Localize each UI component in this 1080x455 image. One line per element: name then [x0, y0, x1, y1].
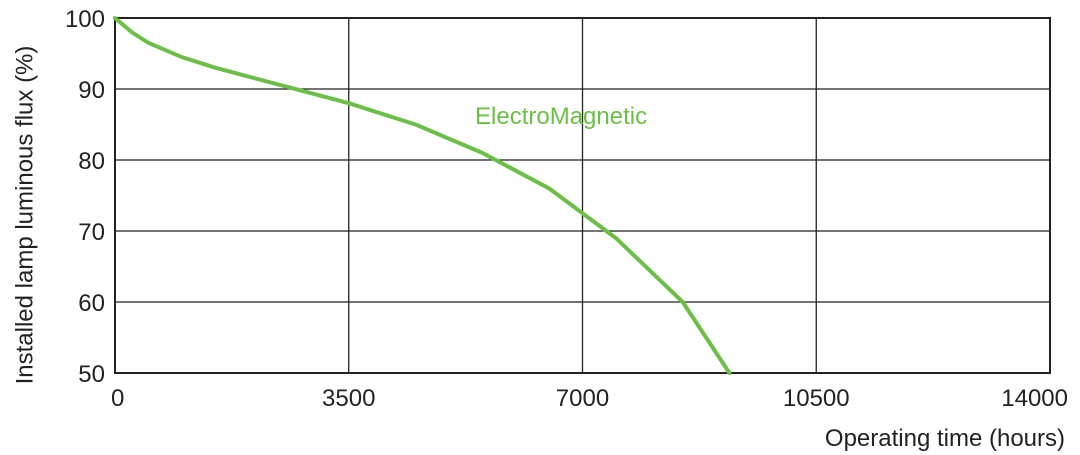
y-tick-label: 50: [78, 361, 105, 388]
y-tick-label: 90: [78, 77, 105, 104]
y-tick-label: 100: [65, 6, 105, 33]
x-tick-label: 10500: [783, 385, 850, 412]
y-tick-label: 80: [78, 148, 105, 175]
y-axis-label: Installed lamp luminous flux (%): [11, 46, 38, 385]
x-tick-label: 0: [111, 385, 124, 412]
series-label: ElectroMagnetic: [475, 103, 647, 130]
x-axis-label: Operating time (hours): [825, 425, 1065, 452]
y-tick-label: 60: [78, 290, 105, 317]
data-line: [113, 16, 732, 375]
x-tick-label: 14000: [1001, 385, 1068, 412]
x-tick-label: 7000: [556, 385, 609, 412]
plot-frame: [114, 17, 1051, 374]
y-tick-label: 70: [78, 219, 105, 246]
x-tick-label: 3500: [322, 385, 375, 412]
